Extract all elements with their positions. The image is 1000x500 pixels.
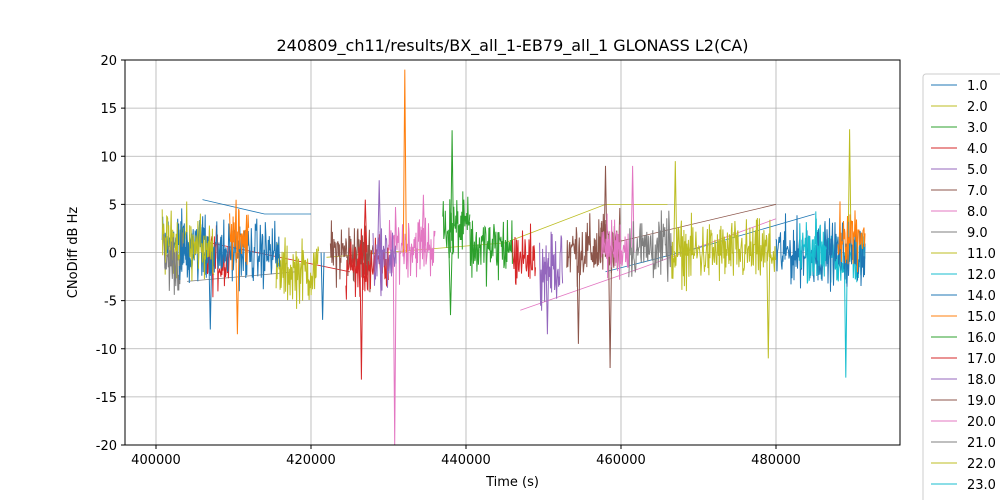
series-spike xyxy=(448,252,453,316)
series-spike xyxy=(766,252,771,359)
series-line xyxy=(798,211,827,284)
series-spike xyxy=(392,252,397,445)
series-spike xyxy=(545,252,550,335)
legend: 1.0 2.0 3.0 4.0 5.0 7.0 8.0 9.0 11.0 12.0 14.0 15.0… xyxy=(922,73,1000,500)
y-axis-ticks: -20 -15 -10 -5 0 5 10 15 20 xyxy=(96,54,125,454)
series-spike xyxy=(402,69,407,253)
legend-entry: 4.0 xyxy=(967,142,988,157)
series-line xyxy=(229,199,250,271)
legend-entry: 11.0 xyxy=(967,247,996,262)
x-tick-label: 400000 xyxy=(131,453,181,468)
legend-entry: 17.0 xyxy=(967,352,996,367)
legend-entry: 19.0 xyxy=(967,394,996,409)
legend-entry: 20.0 xyxy=(967,415,996,430)
series-spike xyxy=(208,252,213,330)
legend-entry: 18.0 xyxy=(967,373,996,388)
chart-title: 240809_ch11/results/BX_all_1-EB79_all_1 … xyxy=(276,36,748,56)
y-tick-label: -15 xyxy=(96,391,117,406)
series-line xyxy=(512,223,536,285)
y-tick-label: 0 xyxy=(109,247,117,262)
y-tick-label: -5 xyxy=(104,295,117,310)
series-spike xyxy=(608,252,613,369)
series-spike xyxy=(359,252,364,380)
legend-box xyxy=(922,73,1000,500)
series-line xyxy=(837,201,866,273)
legend-entry: 1.0 xyxy=(967,79,988,94)
series-spike xyxy=(450,130,455,253)
x-tick-label: 420000 xyxy=(286,453,336,468)
legend-entry: 14.0 xyxy=(967,289,996,304)
x-tick-label: 480000 xyxy=(751,453,801,468)
series-line xyxy=(628,210,672,282)
x-tick-label: 460000 xyxy=(596,453,646,468)
legend-entry: 9.0 xyxy=(967,226,988,241)
legend-entry: 21.0 xyxy=(967,436,996,451)
series-line xyxy=(601,213,630,280)
legend-entry: 12.0 xyxy=(967,268,996,283)
series-connector-line xyxy=(202,199,311,215)
series-line xyxy=(670,212,777,292)
x-axis-ticks: 400000 420000 440000 460000 480000 xyxy=(131,445,801,468)
legend-entry: 16.0 xyxy=(967,331,996,346)
series-spike xyxy=(673,161,678,253)
legend-entry: 7.0 xyxy=(967,184,988,199)
series-line xyxy=(469,219,513,287)
series-line xyxy=(190,213,215,282)
series-line xyxy=(442,191,471,259)
series-spike xyxy=(421,194,426,253)
series-spike xyxy=(320,252,325,320)
x-tick-label: 440000 xyxy=(441,453,491,468)
y-tick-label: 5 xyxy=(109,198,117,213)
legend-entry: 22.0 xyxy=(967,457,996,472)
y-tick-label: -20 xyxy=(96,439,117,454)
series-line xyxy=(388,206,436,285)
legend-entry: 23.0 xyxy=(967,478,996,493)
plot-area xyxy=(161,69,866,445)
series-spike xyxy=(576,252,581,344)
series-spike xyxy=(377,180,382,253)
legend-entry: 3.0 xyxy=(967,121,988,136)
series-spike xyxy=(843,252,848,378)
legend-entry: 2.0 xyxy=(967,100,988,115)
series-line xyxy=(539,231,564,311)
series-line xyxy=(372,228,397,297)
y-axis-label: CNoDiff dB Hz xyxy=(66,207,81,299)
y-tick-label: 20 xyxy=(100,54,117,69)
legend-entry: 5.0 xyxy=(967,163,988,178)
series-spike xyxy=(847,129,852,253)
y-tick-label: -10 xyxy=(96,343,117,358)
series-spike xyxy=(235,252,240,335)
y-tick-label: 10 xyxy=(100,150,117,165)
series-line xyxy=(275,237,320,309)
x-axis-label: Time (s) xyxy=(485,475,539,490)
legend-entry: 8.0 xyxy=(967,205,988,220)
legend-entry: 15.0 xyxy=(967,310,996,325)
series-spike xyxy=(363,199,368,253)
series-line xyxy=(775,213,866,292)
y-tick-label: 15 xyxy=(100,102,117,117)
